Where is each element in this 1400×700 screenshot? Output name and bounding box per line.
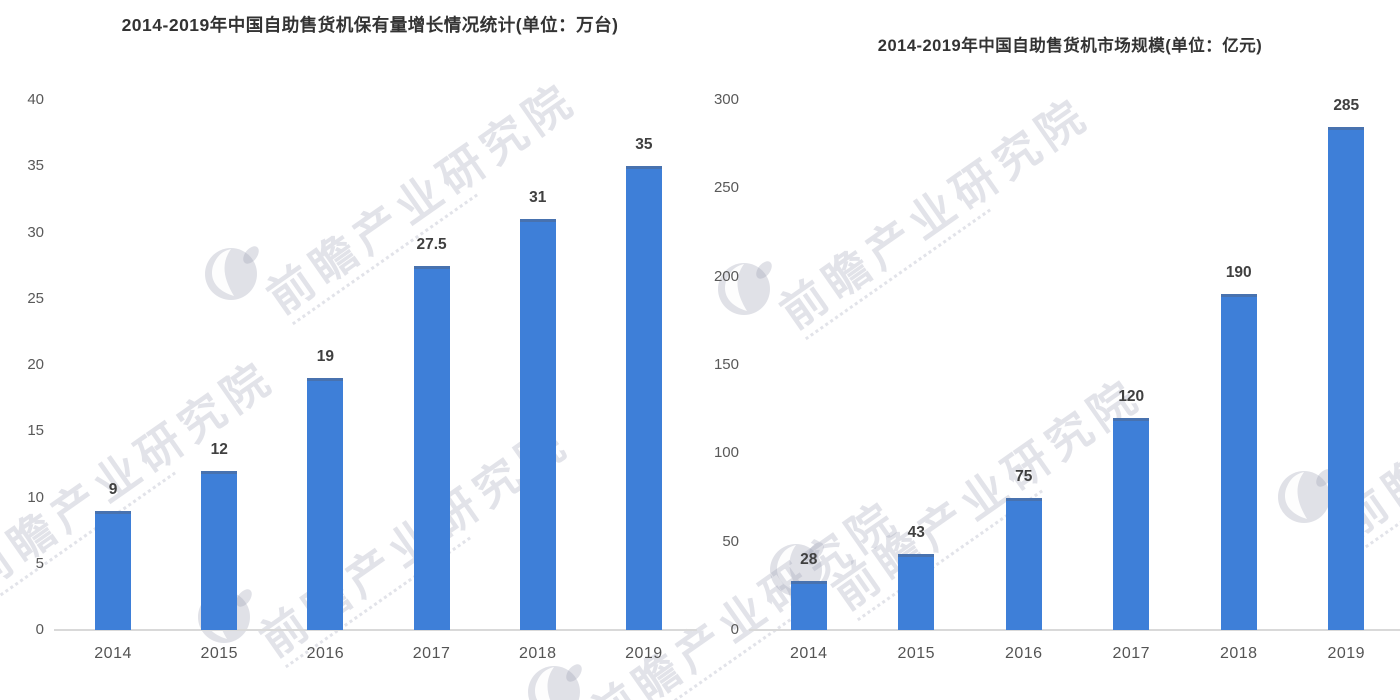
x-axis-label: 2018	[1219, 645, 1258, 662]
y-axis-tick-label: 0	[730, 621, 739, 638]
x-axis-label: 2019	[625, 645, 663, 662]
x-axis-label: 2016	[306, 645, 345, 662]
x-axis-line	[749, 629, 1400, 631]
x-axis-label: 2015	[897, 645, 936, 662]
bar-value-label: 120	[1118, 388, 1145, 405]
bar-2014	[790, 580, 827, 630]
bar-value-label: 43	[907, 524, 925, 542]
bar-2017	[1113, 418, 1150, 630]
x-axis-label: 2017	[412, 645, 451, 662]
bar-value-label: 28	[800, 550, 818, 568]
bar-2016	[307, 378, 344, 630]
bar-value-label: 190	[1225, 264, 1252, 282]
chart-title: 2014-2019年中国自助售货机市场规模(单位：亿元)	[877, 37, 1263, 55]
bar-value-label: 12	[210, 441, 228, 458]
y-axis-tick-label: 300	[713, 91, 739, 108]
bar-2019	[1328, 126, 1365, 630]
y-axis-tick-label: 200	[713, 267, 739, 285]
y-axis-tick-label: 35	[27, 157, 44, 175]
bar-2014	[95, 510, 132, 630]
bar-2015	[898, 554, 935, 630]
bar-value-label: 19	[316, 348, 335, 366]
x-axis-label: 2014	[94, 645, 132, 662]
bar-value-label: 35	[635, 136, 653, 154]
y-axis-tick-label: 20	[27, 356, 44, 373]
bar-2018	[519, 219, 556, 630]
bar-2015	[201, 471, 238, 630]
chart-panel-market-size: 2014-2019年中国自助售货机市场规模(单位：亿元) 0 50 100 150 20…	[700, 0, 1400, 700]
y-axis-tick-label: 40	[27, 91, 44, 108]
x-axis-label: 2018	[518, 645, 557, 662]
bar-value-label: 9	[108, 480, 118, 498]
y-axis-tick-label: 5	[35, 554, 44, 572]
y-axis-tick-label: 50	[722, 532, 739, 550]
bar-2019	[625, 166, 662, 630]
bar-value-label: 27.5	[416, 235, 447, 253]
bar-value-label: 31	[529, 189, 547, 207]
x-axis-label: 2017	[1112, 645, 1151, 662]
y-axis-tick-label: 100	[713, 444, 739, 462]
y-axis-tick-label: 10	[27, 488, 44, 506]
y-axis-tick-label: 15	[27, 422, 44, 440]
y-axis-tick-label: 150	[713, 356, 739, 373]
y-axis-tick-label: 25	[27, 289, 44, 307]
bar-value-label: 285	[1333, 96, 1360, 114]
x-axis-label: 2019	[1327, 645, 1366, 662]
bar-2018	[1220, 294, 1257, 630]
x-axis-label: 2016	[1004, 645, 1043, 662]
bar-2017	[413, 265, 450, 630]
bar-value-label: 75	[1015, 467, 1033, 485]
chart-title: 2014-2019年中国自助售货机保有量增长情况统计(单位：万台)	[121, 15, 619, 35]
bar-2016	[1005, 497, 1042, 630]
chart-panel-vending-units: 2014-2019年中国自助售货机保有量增长情况统计(单位：万台) 0 5 10 15…	[27, 15, 697, 662]
y-axis-tick-label: 250	[713, 179, 739, 197]
x-axis-label: 2014	[789, 645, 828, 662]
x-axis-label: 2015	[200, 645, 239, 662]
y-axis-tick-label: 30	[27, 223, 44, 241]
x-axis-line	[54, 629, 697, 631]
y-axis-tick-label: 0	[35, 621, 44, 638]
